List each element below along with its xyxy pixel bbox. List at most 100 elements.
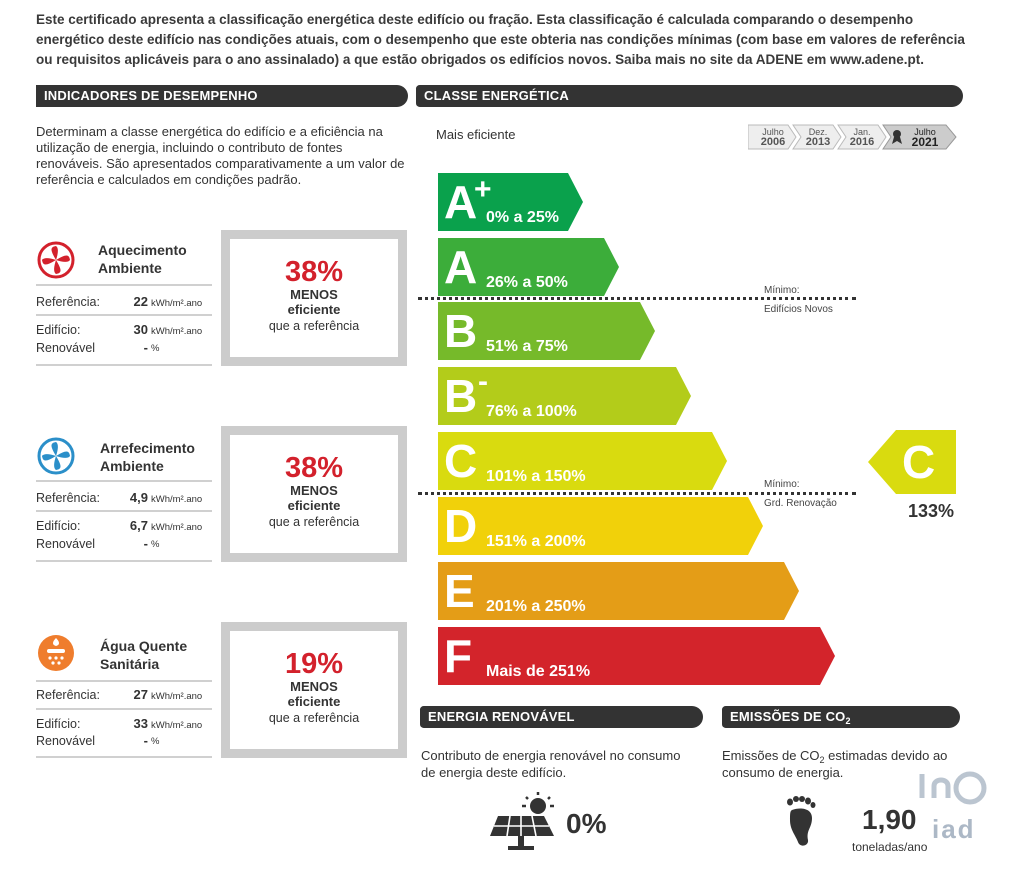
- cooling-edificio-value: 6,7: [129, 518, 148, 533]
- percent-word-menos: MENOS: [290, 483, 338, 498]
- unit-label: kWh/m².ano: [151, 326, 203, 337]
- hot-water-referencia-value: 27: [133, 687, 148, 702]
- emissions-heading-text: EMISSÕES DE CO: [730, 709, 846, 724]
- class-letter: B: [444, 305, 478, 357]
- class-sup: -: [478, 365, 488, 398]
- class-arrow-b: B 51% a 75%: [438, 302, 655, 360]
- divider: [36, 284, 212, 286]
- cooling-percent: 38%: [284, 452, 344, 484]
- heating-edificio-value: 30: [133, 322, 148, 337]
- solar-panel-icon: [490, 792, 554, 850]
- percent-word-menos: MENOS: [290, 287, 338, 302]
- cooling-percent-box: 38% MENOS eficiente que a referência: [221, 426, 407, 562]
- arrow-shape: [438, 627, 835, 685]
- heating-fan-icon: [37, 241, 75, 279]
- renewable-description-2: de energia deste edifício.: [421, 765, 567, 780]
- arrow-shape: [438, 367, 691, 425]
- date-month: Dez.: [808, 127, 828, 137]
- hot-water-edificio-value: 33: [133, 716, 148, 731]
- class-arrow-d: D 151% a 200%: [438, 497, 763, 555]
- cooling-title-line2: Ambiente: [100, 458, 164, 474]
- class-range: Mais de 251%: [486, 663, 591, 680]
- emissions-desc-a: Emissões de CO: [722, 748, 820, 763]
- unit-label: kWh/m².ano: [151, 522, 203, 533]
- referencia-label: Referência:: [36, 295, 100, 309]
- class-letter: B: [444, 370, 478, 422]
- class-letter: A: [444, 176, 478, 228]
- divider: [36, 756, 212, 758]
- emissions-description-2: consumo de energia.: [722, 765, 844, 780]
- class-arrow-f: F Mais de 251%: [438, 627, 835, 685]
- arrow-shape: [438, 238, 619, 296]
- minimum-renovation-line: [418, 492, 856, 495]
- percent-word-eficiente: eficiente: [287, 694, 341, 709]
- cooling-title-line1: Arrefecimento: [100, 440, 195, 456]
- hot-water-percent: 19%: [284, 648, 344, 680]
- date-badge-2013: Dez. 2013: [801, 127, 835, 151]
- date-badge-2021: Julho 2021: [906, 127, 944, 151]
- heating-title-line1: Aquecimento: [98, 242, 187, 258]
- arrow-fill: [438, 367, 691, 425]
- minimum-new-label-1: Mínimo:: [764, 285, 800, 296]
- date-month: Jan.: [853, 127, 871, 137]
- emissions-heading-sub: 2: [845, 716, 851, 726]
- divider: [36, 480, 212, 482]
- divider: [36, 314, 212, 316]
- renovavel-label: Renovável: [36, 341, 96, 355]
- date-badge-2006: Julho 2006: [756, 127, 790, 151]
- class-arrow-a-plus: A + 0% a 25%: [438, 173, 583, 231]
- divider: [36, 510, 212, 512]
- cooling-referencia-value: 4,9: [129, 490, 148, 505]
- emissions-value: 1,90: [862, 804, 917, 835]
- class-letter: F: [444, 630, 473, 682]
- date-year: 2013: [805, 136, 831, 148]
- arrow-fill: [438, 432, 727, 490]
- heating-percent-box: 38% MENOS eficiente que a referência: [221, 230, 407, 366]
- heating-title-line2: Ambiente: [98, 260, 162, 276]
- class-arrow-e: E 201% a 250%: [438, 562, 799, 620]
- edificio-label: Edifício:: [36, 519, 81, 533]
- class-arrow-a: A 26% a 50%: [438, 238, 619, 296]
- unit-label: kWh/m².ano: [151, 298, 203, 309]
- indicators-description: Determinam a classe energética do edifíc…: [36, 124, 405, 187]
- emissions-description-1: Emissões de CO2 estimadas devido ao: [722, 748, 947, 768]
- percent-word-eficiente: eficiente: [287, 498, 341, 513]
- heating-renovavel-value: -: [143, 340, 148, 355]
- class-range: 0% a 25%: [486, 209, 559, 226]
- emissions-unit: toneladas/ano: [852, 840, 928, 854]
- intro-text: Este certificado apresenta a classificaç…: [36, 12, 965, 67]
- edificio-label: Edifício:: [36, 323, 81, 337]
- class-letter: C: [444, 435, 478, 487]
- class-sup: +: [474, 173, 492, 206]
- class-range: 26% a 50%: [486, 274, 568, 291]
- cooling-fan-icon: [37, 437, 75, 475]
- iad-watermark-logo: [919, 771, 987, 805]
- hot-water-title-line2: Sanitária: [100, 656, 160, 672]
- renewable-value: 0%: [566, 808, 607, 839]
- class-range: 151% a 200%: [486, 533, 586, 550]
- arrow-shape: [438, 173, 583, 231]
- arrow-shape: [438, 302, 655, 360]
- divider: [36, 708, 212, 710]
- emissions-desc-sub: 2: [819, 755, 825, 765]
- percent-word-referencia: que a referência: [268, 319, 360, 333]
- indicator-cooling: Arrefecimento Ambiente Referência: 4,9 k…: [36, 426, 416, 566]
- result-badge-shape: [868, 430, 956, 494]
- arrow-shape: [438, 432, 727, 490]
- renovavel-label: Renovável: [36, 734, 96, 748]
- hot-water-icon: [38, 635, 74, 671]
- class-letter: E: [444, 565, 475, 617]
- minimum-renov-label-1: Mínimo:: [764, 479, 800, 490]
- renewable-description-1: Contributo de energia renovável no consu…: [421, 748, 681, 763]
- class-range: 101% a 150%: [486, 468, 586, 485]
- class-letter: D: [444, 500, 478, 552]
- result-class-letter: C: [902, 436, 936, 488]
- cooling-renovavel-value: -: [143, 536, 148, 551]
- hot-water-title-line1: Água Quente: [100, 638, 188, 654]
- iad-watermark-text: iad: [932, 814, 976, 844]
- arrow-fill: [438, 562, 799, 620]
- date-year: 2021: [911, 135, 939, 149]
- unit-pct-label: %: [151, 736, 160, 747]
- divider: [36, 680, 212, 682]
- divider: [36, 560, 212, 562]
